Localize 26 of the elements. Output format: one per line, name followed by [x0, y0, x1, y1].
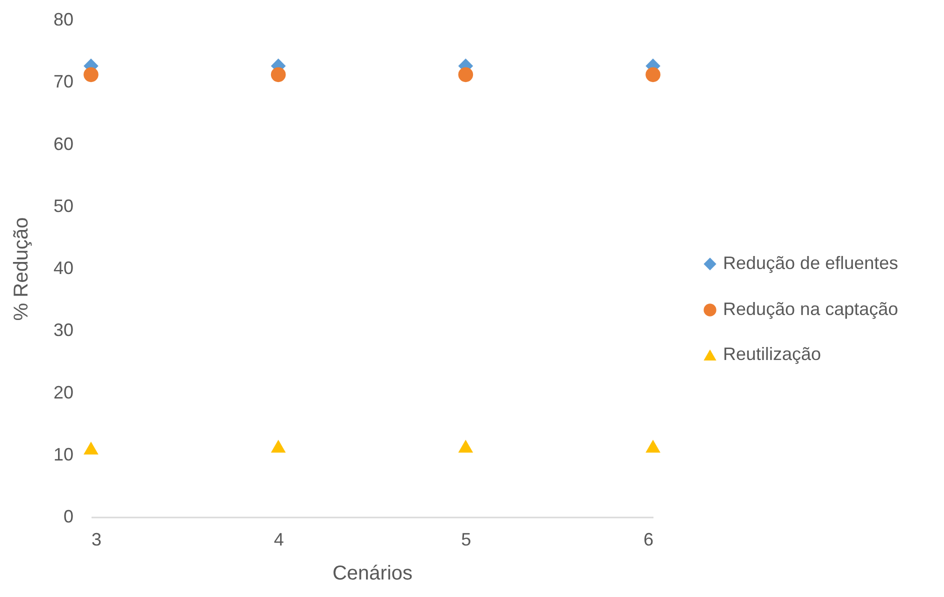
legend-label: Reutilização: [723, 344, 822, 364]
point: [270, 440, 286, 453]
y-axis-title: % Redução: [10, 217, 32, 321]
point: [646, 440, 660, 453]
point: [270, 67, 286, 82]
x-axis-title: Cenários: [332, 562, 413, 584]
point: [458, 67, 474, 82]
y-tick-label: 60: [53, 134, 74, 154]
x-tick-label: 5: [461, 530, 472, 550]
y-tick-label: 70: [53, 72, 74, 92]
x-tick-label: 4: [274, 530, 284, 550]
point: [646, 67, 660, 82]
y-tick-label: 50: [53, 196, 74, 216]
point: [84, 442, 98, 454]
point: [458, 440, 474, 453]
legend-label: Redução na captação: [723, 299, 898, 319]
point: [84, 67, 98, 82]
legend-label: Redução de efluentes: [723, 253, 898, 273]
x-tick-label: 6: [643, 530, 654, 550]
x-tick-label: 3: [92, 530, 102, 550]
y-tick-label: 40: [53, 258, 74, 278]
y-tick-label: 10: [53, 444, 74, 464]
y-tick-label: 0: [63, 506, 74, 526]
y-tick-label: 80: [53, 10, 74, 30]
y-tick-label: 20: [53, 382, 74, 402]
y-tick-label: 30: [53, 320, 74, 340]
